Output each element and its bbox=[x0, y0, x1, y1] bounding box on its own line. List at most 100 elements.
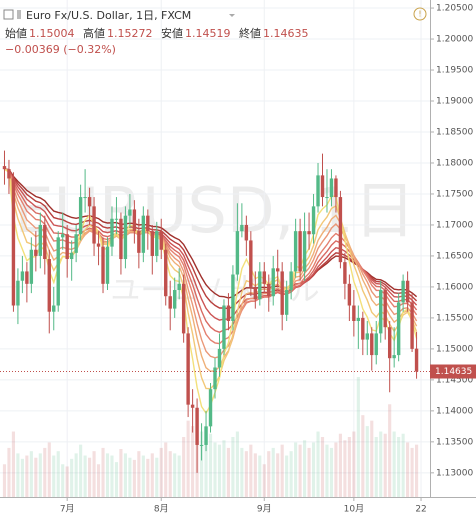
candle-body bbox=[356, 317, 361, 322]
candle-body bbox=[316, 175, 320, 207]
volume-bar bbox=[271, 447, 275, 497]
volume-bar bbox=[374, 437, 378, 497]
candle-body bbox=[307, 231, 311, 235]
y-tick-label: 1.13000 bbox=[436, 468, 473, 478]
label: 高値 bbox=[83, 26, 105, 40]
candle-body bbox=[280, 271, 284, 315]
label: 安値 bbox=[161, 26, 183, 40]
volume-bar bbox=[150, 453, 154, 497]
candle-body bbox=[401, 280, 405, 303]
y-tick-label: 1.17000 bbox=[436, 220, 473, 230]
volume-bar bbox=[217, 444, 222, 497]
volume-bar bbox=[334, 442, 338, 497]
volume-bar bbox=[101, 447, 105, 497]
candle-body bbox=[177, 283, 181, 291]
volume-bar bbox=[74, 453, 78, 497]
value: 1.14519 bbox=[185, 27, 231, 40]
candle-body bbox=[199, 444, 204, 446]
volume-bar bbox=[253, 453, 257, 497]
candle-body bbox=[137, 231, 141, 253]
symbol-title: Euro Fx/U.S. Dollar, 1日, FXCM bbox=[26, 9, 191, 22]
candle-body bbox=[240, 224, 244, 232]
volume-bar bbox=[43, 447, 47, 497]
volume-bar bbox=[414, 444, 419, 497]
last-price-label: 1.14635 bbox=[435, 367, 472, 377]
volume-bar bbox=[303, 440, 307, 497]
y-tick-label: 1.18000 bbox=[436, 158, 473, 168]
candle-body bbox=[276, 268, 280, 272]
legend: Euro Fx/U.S. Dollar, 1日, FXCM 始値 1.15004 … bbox=[3, 9, 309, 56]
candle-body bbox=[69, 252, 74, 260]
volume-bar bbox=[370, 420, 374, 497]
candle-body bbox=[267, 283, 271, 297]
y-tick-label: 1.16500 bbox=[436, 251, 473, 261]
candle-body bbox=[343, 262, 347, 284]
candle-body bbox=[47, 259, 51, 312]
candle-body bbox=[253, 286, 258, 300]
volume-bar bbox=[410, 447, 414, 497]
y-tick-label: 1.14000 bbox=[436, 406, 473, 416]
volume-bar bbox=[285, 455, 289, 497]
volume-bar bbox=[294, 442, 298, 497]
volume-bar bbox=[307, 447, 311, 497]
candle-body bbox=[87, 197, 92, 207]
volume-bar bbox=[338, 433, 342, 497]
volume-bar bbox=[204, 437, 208, 497]
candle-body bbox=[34, 249, 38, 256]
candle-body bbox=[311, 206, 316, 235]
candle-body bbox=[92, 206, 96, 244]
y-tick-label: 1.19500 bbox=[436, 66, 473, 76]
dropdown[interactable] bbox=[229, 14, 235, 17]
candle-body bbox=[293, 231, 298, 272]
candle-body bbox=[141, 215, 146, 253]
volume-bar bbox=[159, 447, 163, 497]
candle-body bbox=[119, 218, 123, 260]
candle-body bbox=[235, 231, 240, 275]
change: −0.00369 (−0.32%) bbox=[5, 43, 116, 56]
candle-body bbox=[208, 389, 213, 427]
volume-bar bbox=[182, 437, 186, 497]
y-tick-label: 1.17500 bbox=[436, 189, 473, 199]
candle-body bbox=[338, 197, 343, 263]
candle-body bbox=[361, 317, 365, 340]
volume-bar bbox=[70, 458, 74, 497]
candle-body bbox=[43, 224, 47, 260]
volume-bar bbox=[96, 464, 101, 497]
volume-bar bbox=[276, 453, 280, 497]
value: 1.15272 bbox=[107, 27, 153, 40]
alert-icon[interactable] bbox=[413, 7, 427, 21]
last-price-tag bbox=[430, 364, 476, 379]
candle-body bbox=[96, 243, 101, 247]
candle-body bbox=[370, 333, 374, 356]
volume-bar bbox=[146, 458, 150, 497]
candle-body bbox=[231, 274, 235, 322]
candle-body bbox=[414, 348, 419, 372]
candle-body bbox=[164, 249, 168, 297]
candle-body bbox=[383, 290, 387, 328]
candle-body bbox=[410, 302, 414, 349]
volume-bar bbox=[2, 464, 7, 497]
volume-bar bbox=[320, 437, 325, 497]
volume-bar bbox=[128, 457, 132, 497]
volume-bar bbox=[213, 442, 217, 497]
volume-bar bbox=[56, 451, 60, 497]
x-tick-label: 22 bbox=[415, 505, 426, 515]
volume-bar bbox=[65, 466, 69, 497]
volume-bar bbox=[105, 453, 110, 497]
candle-body bbox=[396, 302, 401, 356]
candle-body bbox=[226, 305, 231, 322]
candle-body bbox=[2, 166, 7, 170]
volume-bar bbox=[25, 455, 29, 497]
volume-bar bbox=[388, 404, 392, 497]
y-tick-label: 1.18500 bbox=[436, 127, 473, 137]
volume-bar bbox=[383, 433, 387, 497]
y-tick-label: 1.19000 bbox=[436, 97, 473, 107]
volume-bar bbox=[280, 444, 284, 497]
alert-icon-mark: ! bbox=[418, 10, 421, 19]
candle-body bbox=[289, 271, 293, 291]
candle-body bbox=[168, 296, 172, 309]
volume-bar bbox=[258, 455, 262, 497]
candle-body bbox=[159, 231, 163, 250]
value: 1.14635 bbox=[263, 27, 309, 40]
candle-body bbox=[172, 290, 177, 309]
